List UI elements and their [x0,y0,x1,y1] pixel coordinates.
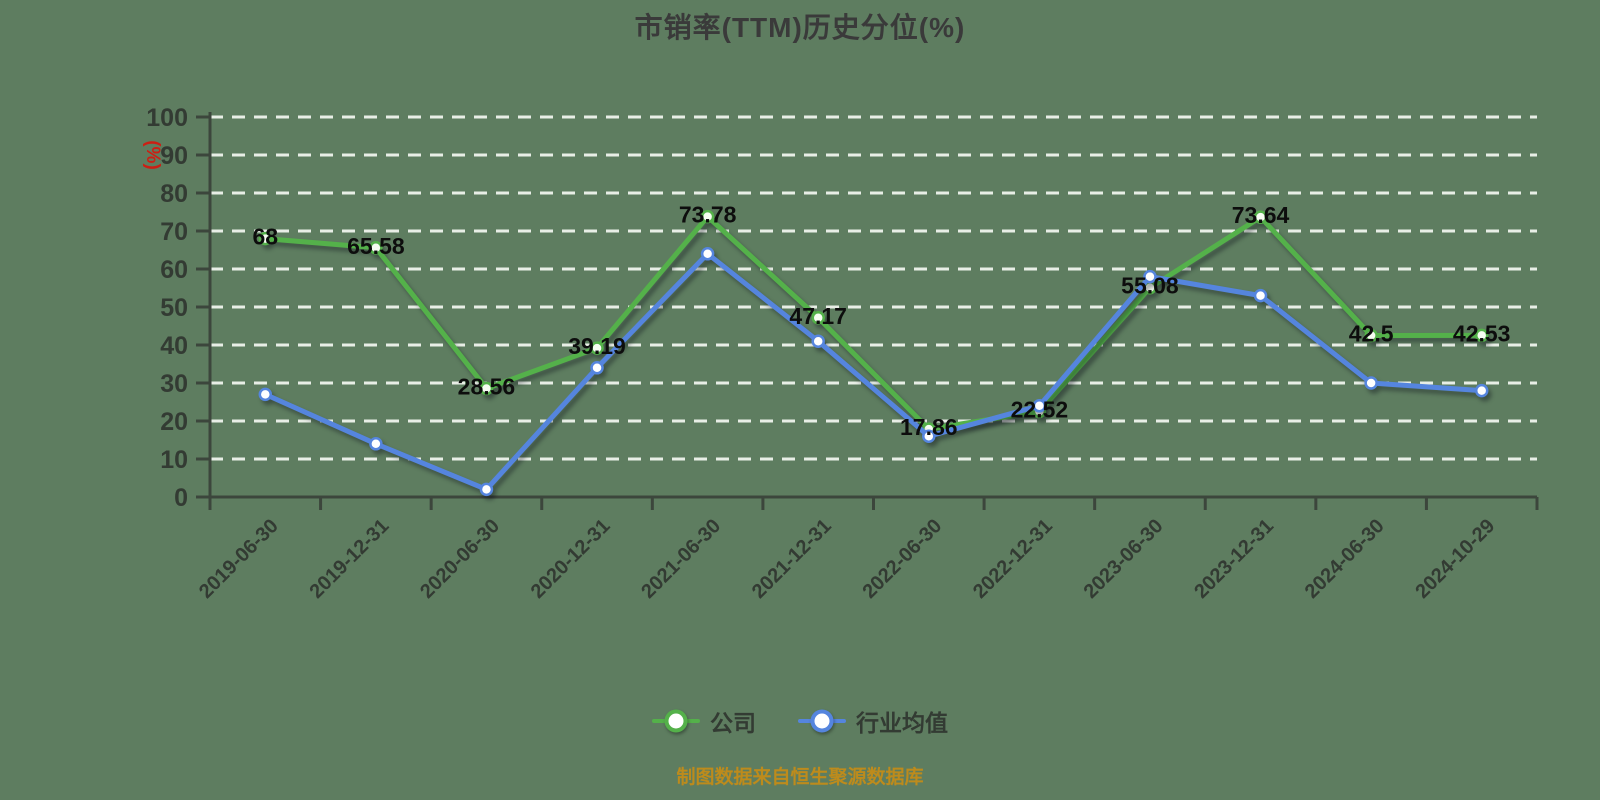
industry-average-data-point [258,387,273,402]
industry-average-data-point [922,429,936,443]
legend-label-industry-average: 行业均值 [856,710,948,736]
industry-average-data-point [1364,376,1378,390]
value-label: 68 [252,224,278,250]
company-data-point [811,311,825,325]
value-label: 73.78 [679,202,737,228]
company-data-point [1364,328,1378,343]
legend: 公司 行业均值 [0,704,1600,738]
x-axis-tick-label: 2024-06-30 [1301,515,1389,603]
x-axis-tick-label: 2019-06-30 [195,515,283,603]
data-source-note: 制图数据来自恒生聚源数据库 [676,767,924,788]
legend-item-industry-average[interactable]: 行业均值 [798,704,948,738]
company-data-point [479,381,494,396]
value-label: 42.53 [1453,320,1511,346]
industry-average-data-point [590,361,604,375]
value-label: 65.58 [347,233,405,259]
industry-average-data-point [1032,399,1047,413]
industry-average-line-marker-icon [798,708,846,734]
value-label: 17.86 [900,414,958,440]
x-axis-tick-label: 2020-06-30 [416,515,504,603]
industry-average-data-point [811,334,825,348]
x-axis-tick-label: 2022-12-31 [969,515,1057,603]
industry-average-data-point [369,437,383,451]
value-label: 42.5 [1349,321,1394,347]
y-axis-tick-label: 100 [146,104,188,132]
x-axis-tick-label: 2020-12-31 [527,515,615,603]
company-data-point [369,241,383,255]
industry-average-data-point [1474,383,1489,398]
company-line-marker-icon [652,708,700,734]
x-axis-tick-label: 2024-10-29 [1411,515,1499,603]
industry-average-data-point [479,482,494,497]
company-line-series [258,209,1489,436]
value-label: 73.64 [1232,202,1290,228]
chart-title: 市销率(TTM)历史分位(%) [634,12,966,43]
value-label: 28.56 [458,373,516,399]
company-data-point [1474,328,1489,343]
y-axis-tick-label: 10 [160,446,188,474]
industry-average-line-series [258,247,1489,497]
y-axis-tick-label: 0 [174,484,188,512]
y-axis-tick-label: 40 [160,332,188,360]
x-axis-tick-label: 2023-06-30 [1080,515,1168,603]
y-axis-tick-label: 60 [160,256,188,284]
legend-label-company: 公司 [710,710,756,736]
x-axis-tick-label: 2019-12-31 [306,515,394,603]
x-axis-tick-label: 2022-06-30 [858,515,946,603]
value-label: 39.19 [568,333,626,359]
y-axis-tick-label: 80 [160,180,188,208]
y-axis-tick-label: 50 [160,294,188,322]
y-axis-tick-label: 70 [160,218,188,246]
company-data-point [258,231,273,246]
value-label: 47.17 [789,303,847,329]
y-axis-tick-label: 30 [160,370,188,398]
x-axis-tick-label: 2021-06-30 [637,515,725,603]
x-axis-tick-label: 2023-12-31 [1190,515,1278,603]
company-data-point [590,341,604,355]
industry-average-data-point [1253,288,1268,303]
y-axis-tick-label: 90 [160,142,188,170]
company-data-point [1253,210,1268,224]
value-label: 22.52 [1011,396,1069,422]
industry-average-data-point [700,247,715,261]
y-axis-tick-label: 20 [160,408,188,436]
legend-item-company[interactable]: 公司 [652,704,756,738]
company-data-point [700,209,715,224]
value-label: 55.08 [1121,273,1179,299]
industry-average-data-point [1143,269,1157,284]
axes [208,112,1537,499]
x-axis-tick-label: 2021-12-31 [748,515,836,603]
